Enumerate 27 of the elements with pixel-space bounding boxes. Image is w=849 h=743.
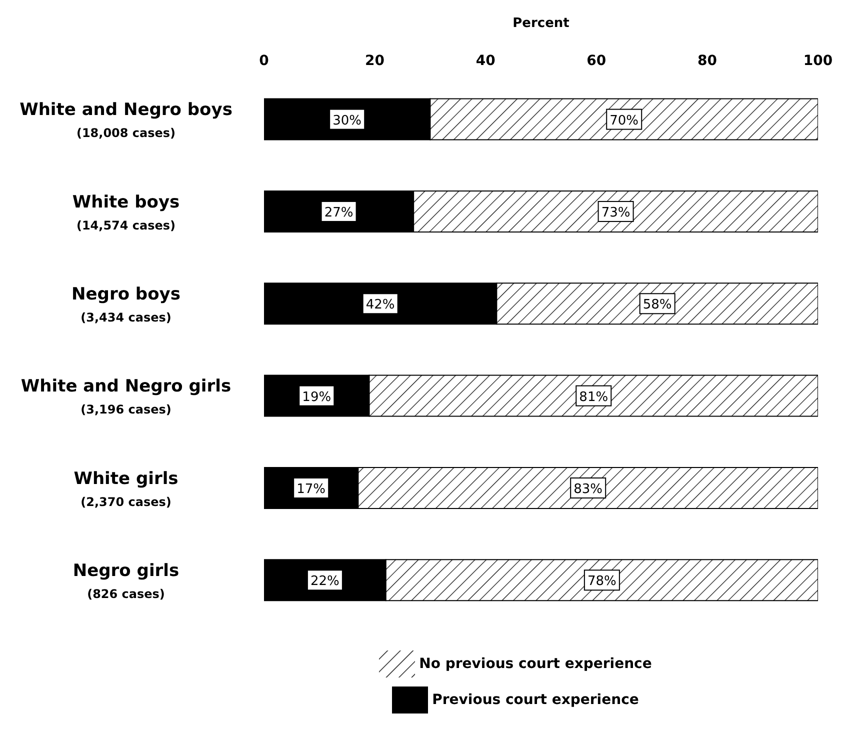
x-axis-title: Percent	[512, 16, 570, 32]
legend-label: No previous court experience	[419, 656, 652, 672]
y-tick-label: Negro boys (3,434 cases)	[72, 284, 180, 324]
data-label: 78%	[587, 574, 616, 590]
y-tick-label: White and Negro boys (18,008 cases)	[20, 100, 232, 140]
x-tick-label: 20	[365, 53, 385, 69]
data-label: 19%	[302, 390, 332, 405]
data-label: 73%	[601, 205, 630, 220]
data-label: 81%	[579, 390, 608, 405]
y-tick-label: White girls (2,370 cases)	[74, 468, 178, 509]
y-tick-label: White and Negro girls (3,196 cases)	[20, 376, 232, 417]
data-label: 70%	[610, 113, 639, 128]
x-tick-label: 80	[697, 53, 718, 69]
y-tick-label: White boys (14,574 cases)	[72, 192, 180, 232]
data-label: 17%	[296, 482, 326, 497]
x-tick-label: 100	[803, 53, 833, 69]
data-label: 30%	[332, 113, 362, 128]
data-label: 22%	[310, 574, 340, 590]
y-tick-label: Negro girls (826 cases)	[72, 560, 180, 601]
data-label: 58%	[642, 298, 672, 313]
x-tick-label: 0	[259, 53, 270, 69]
legend-label: Previous court experience	[432, 692, 639, 708]
data-label: 42%	[366, 298, 395, 313]
data-label: 27%	[324, 205, 354, 220]
data-label: 83%	[574, 482, 603, 497]
x-tick-label: 40	[476, 53, 496, 69]
x-tick-label: 60	[586, 53, 606, 69]
